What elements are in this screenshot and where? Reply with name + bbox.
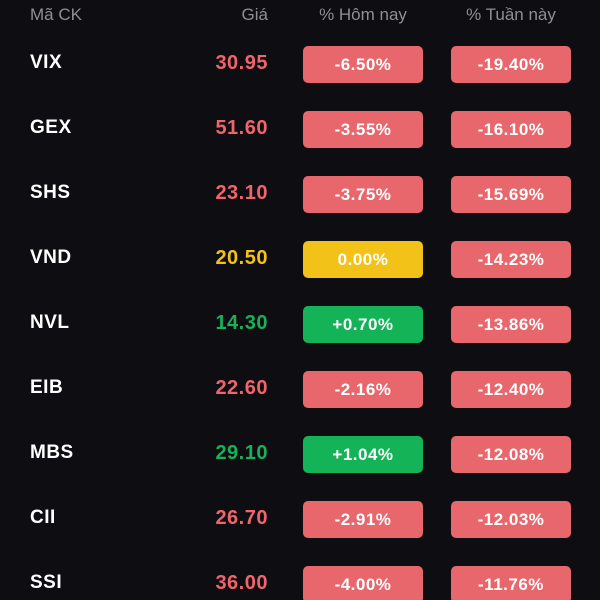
change-today-badge[interactable]: +0.70% xyxy=(303,306,423,343)
change-week-badge[interactable]: -12.40% xyxy=(451,371,571,408)
stock-price: 30.95 xyxy=(215,52,268,74)
change-today-badge[interactable]: -6.50% xyxy=(303,46,423,83)
stock-code: VIX xyxy=(30,52,63,73)
stock-price: 23.10 xyxy=(215,182,268,204)
header-change-week[interactable]: % Tuần này xyxy=(466,5,556,24)
table-row[interactable]: VND 20.50 0.00% -14.23% xyxy=(0,227,600,292)
change-week-badge[interactable]: -12.08% xyxy=(451,436,571,473)
change-today-badge[interactable]: +1.04% xyxy=(303,436,423,473)
table-row[interactable]: EIB 22.60 -2.16% -12.40% xyxy=(0,357,600,422)
stock-price: 51.60 xyxy=(215,117,268,139)
table-row[interactable]: MBS 29.10 +1.04% -12.08% xyxy=(0,422,600,487)
change-week-badge[interactable]: -14.23% xyxy=(451,241,571,278)
header-code[interactable]: Mã CK xyxy=(30,5,82,24)
change-week-badge[interactable]: -11.76% xyxy=(451,566,571,600)
stock-code: VND xyxy=(30,247,72,268)
change-today-badge[interactable]: -3.55% xyxy=(303,111,423,148)
stock-price: 22.60 xyxy=(215,377,268,399)
stock-price: 36.00 xyxy=(215,572,268,594)
stock-price: 14.30 xyxy=(215,312,268,334)
stock-code: GEX xyxy=(30,117,72,138)
table-row[interactable]: NVL 14.30 +0.70% -13.86% xyxy=(0,292,600,357)
stock-code: CII xyxy=(30,507,56,528)
stock-code: NVL xyxy=(30,312,70,333)
change-today-badge[interactable]: -2.16% xyxy=(303,371,423,408)
change-week-badge[interactable]: -13.86% xyxy=(451,306,571,343)
table-row[interactable]: GEX 51.60 -3.55% -16.10% xyxy=(0,97,600,162)
change-today-badge[interactable]: -4.00% xyxy=(303,566,423,600)
table-row[interactable]: SSI 36.00 -4.00% -11.76% xyxy=(0,552,600,600)
stock-code: SSI xyxy=(30,572,63,593)
header-change-today[interactable]: % Hôm nay xyxy=(319,5,407,24)
stock-code: EIB xyxy=(30,377,64,398)
table-header: Mã CK Giá % Hôm nay % Tuần này xyxy=(0,0,600,30)
change-week-badge[interactable]: -19.40% xyxy=(451,46,571,83)
table-row[interactable]: SHS 23.10 -3.75% -15.69% xyxy=(0,162,600,227)
change-today-badge[interactable]: -2.91% xyxy=(303,501,423,538)
stock-code: SHS xyxy=(30,182,71,203)
change-week-badge[interactable]: -16.10% xyxy=(451,111,571,148)
table-row[interactable]: VIX 30.95 -6.50% -19.40% xyxy=(0,32,600,97)
stock-price: 29.10 xyxy=(215,442,268,464)
header-price[interactable]: Giá xyxy=(241,5,268,24)
stock-price: 26.70 xyxy=(215,507,268,529)
change-week-badge[interactable]: -12.03% xyxy=(451,501,571,538)
stock-price: 20.50 xyxy=(215,247,268,269)
change-today-badge[interactable]: 0.00% xyxy=(303,241,423,278)
stock-code: MBS xyxy=(30,442,74,463)
change-week-badge[interactable]: -15.69% xyxy=(451,176,571,213)
change-today-badge[interactable]: -3.75% xyxy=(303,176,423,213)
table-row[interactable]: CII 26.70 -2.91% -12.03% xyxy=(0,487,600,552)
